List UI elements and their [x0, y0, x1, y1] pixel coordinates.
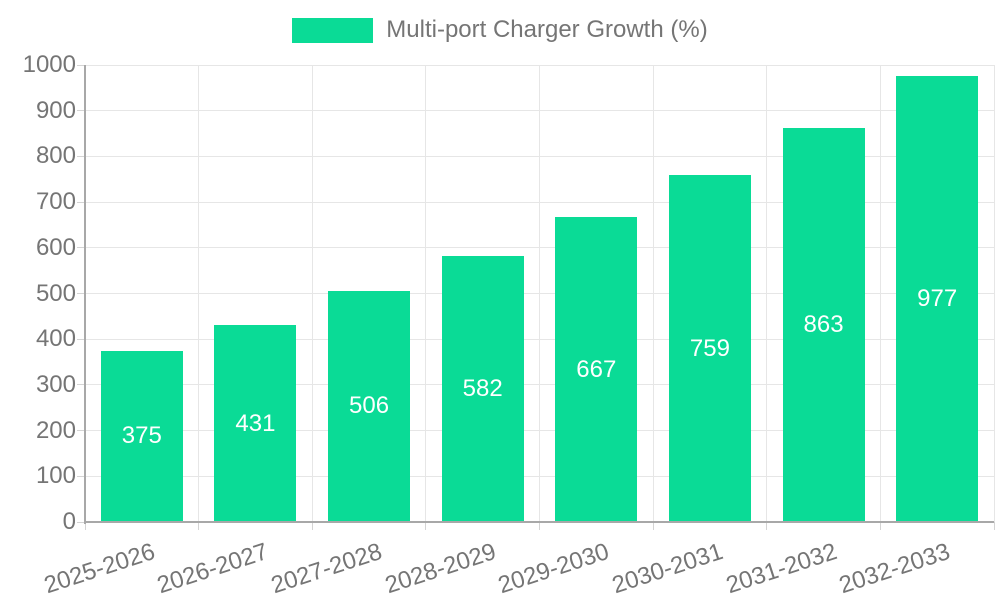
v-gridline	[766, 65, 768, 522]
y-tick	[77, 521, 85, 523]
y-tick	[77, 110, 85, 112]
y-tick	[77, 430, 85, 432]
bar[interactable]: 582	[441, 256, 524, 522]
h-gridline	[85, 64, 994, 66]
x-tick	[766, 522, 768, 530]
legend[interactable]: Multi-port Charger Growth (%)	[0, 16, 1000, 44]
bar-value-label: 506	[349, 392, 390, 420]
bar[interactable]: 977	[896, 75, 979, 522]
bar-value-label: 863	[803, 310, 844, 338]
x-axis-label: 2025-2026	[40, 538, 159, 600]
bar-value-label: 431	[235, 409, 276, 437]
y-tick	[77, 475, 85, 477]
v-gridline	[425, 65, 427, 522]
bar[interactable]: 667	[555, 217, 638, 522]
y-axis-label: 300	[35, 370, 76, 398]
y-tick	[77, 64, 85, 66]
y-axis-label: 200	[35, 416, 76, 444]
y-tick	[77, 247, 85, 249]
y-axis-label: 0	[62, 508, 76, 535]
x-tick	[993, 522, 995, 530]
y-axis-label: 800	[35, 142, 76, 170]
y-axis-label: 900	[35, 96, 76, 124]
x-axis-label: 2028-2029	[381, 538, 500, 600]
x-axis-label: 2030-2031	[608, 538, 727, 600]
legend-label: Multi-port Charger Growth (%)	[386, 16, 708, 43]
x-axis-label: 2026-2027	[154, 538, 272, 600]
bar-value-label: 977	[917, 284, 958, 312]
x-axis-label: 2029-2030	[495, 538, 613, 600]
x-tick	[425, 522, 427, 530]
y-axis-label: 500	[35, 279, 76, 307]
x-tick	[311, 522, 313, 530]
y-axis-label: 100	[35, 462, 76, 490]
bar-value-label: 759	[689, 334, 730, 362]
x-tick	[84, 522, 86, 530]
bar-value-label: 582	[462, 375, 503, 402]
y-axis-label: 400	[35, 325, 76, 353]
v-gridline	[539, 65, 540, 522]
v-gridline	[993, 65, 995, 522]
h-gridline	[85, 110, 994, 112]
y-tick	[77, 201, 85, 203]
x-axis-label: 2031-2032	[722, 538, 840, 600]
bar[interactable]: 863	[782, 127, 865, 522]
v-gridline	[879, 65, 881, 522]
x-tick	[539, 522, 540, 530]
y-tick	[77, 338, 85, 340]
y-tick	[77, 155, 85, 157]
y-tick	[77, 384, 85, 386]
bar-value-label: 667	[576, 355, 617, 383]
bar[interactable]: 759	[668, 175, 751, 522]
y-axis-label: 600	[35, 233, 76, 261]
legend-swatch	[292, 17, 374, 43]
bar[interactable]: 375	[100, 350, 183, 522]
y-axis-line	[84, 65, 86, 524]
v-gridline	[198, 65, 200, 522]
y-axis-label: 1000	[22, 51, 76, 78]
y-tick	[77, 293, 85, 294]
bar[interactable]: 506	[328, 290, 411, 522]
v-gridline	[652, 65, 654, 522]
bar[interactable]: 431	[214, 325, 297, 522]
x-axis-label: 2027-2028	[267, 538, 386, 600]
y-axis-label: 700	[35, 188, 76, 216]
x-axis-label: 2032-2033	[836, 538, 954, 600]
v-gridline	[311, 65, 313, 522]
x-tick	[879, 522, 881, 530]
x-tick	[652, 522, 654, 530]
x-tick	[198, 522, 200, 530]
bar-value-label: 375	[121, 422, 162, 450]
